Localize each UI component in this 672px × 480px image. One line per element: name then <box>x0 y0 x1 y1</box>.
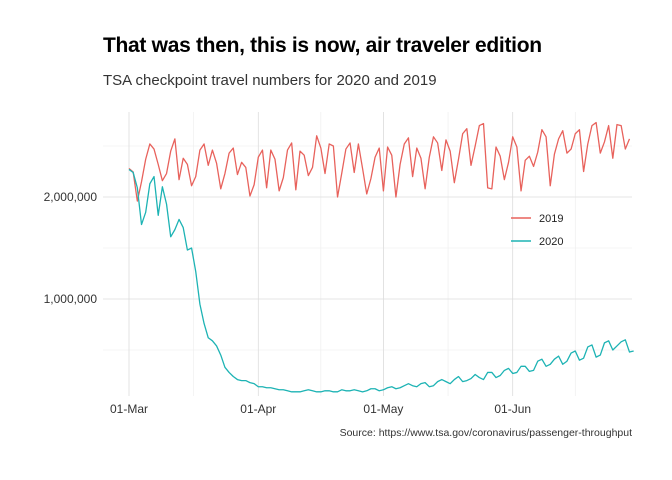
chart-title: That was then, this is now, air traveler… <box>103 34 542 57</box>
x-tick-label: 01-Jun <box>494 402 531 416</box>
series-lines <box>128 121 634 393</box>
series-line-2020 <box>128 168 634 393</box>
legend: 2019 2020 <box>511 213 563 248</box>
major-gridlines <box>103 112 632 396</box>
y-tick-label: 2,000,000 <box>44 190 98 204</box>
series-line-2019 <box>128 121 631 202</box>
y-axis: 1,000,000 2,000,000 <box>44 190 98 306</box>
y-tick-label: 1,000,000 <box>44 292 98 306</box>
x-axis: 01-Mar 01-Apr 01-May 01-Jun <box>110 402 531 416</box>
legend-label-2020: 2020 <box>539 236 563 248</box>
chart-subtitle: TSA checkpoint travel numbers for 2020 a… <box>103 72 437 89</box>
chart-caption: Source: https://www.tsa.gov/coronavirus/… <box>339 427 632 439</box>
x-tick-label: 01-May <box>363 402 403 416</box>
x-tick-label: 01-Apr <box>240 402 276 416</box>
minor-gridlines <box>103 112 632 396</box>
x-tick-label: 01-Mar <box>110 402 148 416</box>
legend-label-2019: 2019 <box>539 213 563 225</box>
